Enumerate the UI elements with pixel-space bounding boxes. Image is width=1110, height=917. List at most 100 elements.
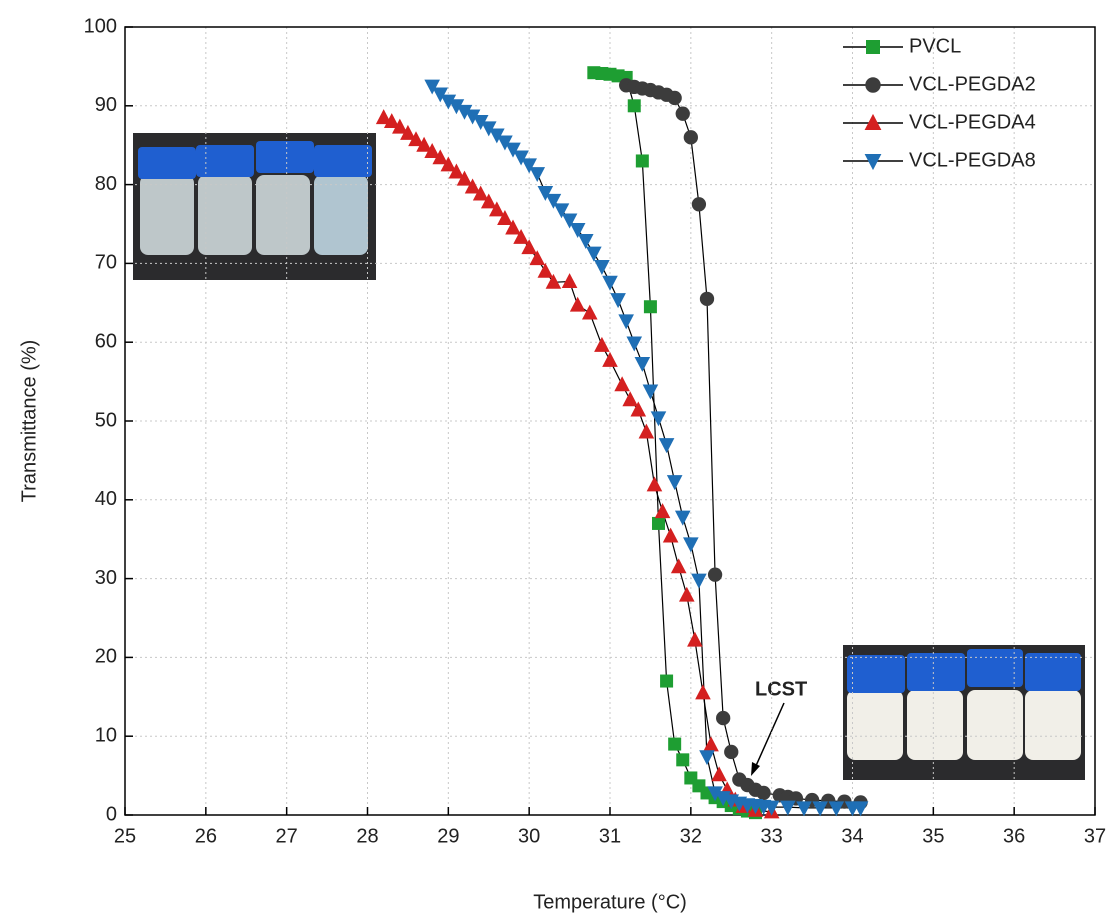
marker xyxy=(513,150,529,166)
marker xyxy=(864,113,882,130)
marker xyxy=(630,401,647,417)
marker xyxy=(602,275,618,291)
marker xyxy=(424,79,440,95)
marker xyxy=(650,411,667,427)
marker xyxy=(670,558,687,574)
marker xyxy=(383,113,400,129)
y-tick-label: 0 xyxy=(106,803,117,825)
annotation: LCST xyxy=(755,678,807,700)
marker xyxy=(561,213,578,229)
y-tick-label: 10 xyxy=(95,724,117,746)
marker xyxy=(638,423,655,439)
marker xyxy=(569,223,586,238)
marker xyxy=(464,178,481,194)
legend-label: VCL-PEGDA2 xyxy=(909,73,1036,95)
marker xyxy=(602,351,618,367)
marker xyxy=(581,304,598,320)
y-tick-label: 30 xyxy=(95,567,117,589)
marker xyxy=(586,246,602,262)
marker xyxy=(796,801,812,817)
marker xyxy=(408,131,424,147)
y-tick-label: 20 xyxy=(95,646,117,668)
marker xyxy=(440,94,457,110)
marker xyxy=(643,300,657,314)
marker xyxy=(505,142,521,158)
marker xyxy=(627,99,641,113)
marker xyxy=(812,801,828,817)
marker xyxy=(864,154,882,171)
marker xyxy=(675,106,690,121)
marker xyxy=(424,143,440,159)
marker xyxy=(537,262,554,278)
marker xyxy=(513,228,529,244)
photo-inset xyxy=(133,133,376,280)
marker xyxy=(400,124,416,140)
marker xyxy=(432,149,449,165)
marker xyxy=(553,203,570,219)
marker xyxy=(440,156,457,172)
marker xyxy=(614,376,630,392)
marker xyxy=(852,801,869,817)
x-tick-label: 29 xyxy=(437,825,459,847)
marker xyxy=(658,438,675,454)
marker xyxy=(691,573,707,589)
x-tick-label: 28 xyxy=(356,825,378,847)
y-tick-label: 100 xyxy=(84,15,117,37)
marker xyxy=(480,121,497,137)
marker xyxy=(375,109,392,125)
marker xyxy=(497,135,513,151)
marker xyxy=(707,567,723,582)
marker xyxy=(472,115,489,131)
marker xyxy=(489,128,505,144)
marker xyxy=(456,104,473,120)
marker xyxy=(489,201,505,217)
marker xyxy=(780,800,796,816)
marker xyxy=(707,786,723,802)
marker xyxy=(691,197,707,212)
marker xyxy=(865,77,881,93)
marker xyxy=(618,314,634,330)
marker xyxy=(529,167,546,183)
marker xyxy=(392,118,408,134)
marker xyxy=(866,40,880,54)
plot-frame xyxy=(124,26,1096,816)
marker xyxy=(676,753,690,767)
series-line xyxy=(626,84,861,803)
marker xyxy=(497,210,513,225)
marker xyxy=(711,766,727,782)
x-tick-label: 37 xyxy=(1084,825,1106,847)
marker xyxy=(626,336,643,352)
marker xyxy=(569,296,586,312)
x-tick-label: 25 xyxy=(114,825,136,847)
x-tick-label: 32 xyxy=(680,825,702,847)
marker xyxy=(674,510,691,526)
marker xyxy=(529,250,546,266)
marker xyxy=(521,158,537,174)
marker xyxy=(699,291,715,307)
marker xyxy=(634,356,651,372)
marker xyxy=(695,684,711,700)
marker xyxy=(610,293,626,309)
marker xyxy=(654,503,671,519)
series-line xyxy=(383,117,772,813)
marker xyxy=(480,193,497,209)
marker xyxy=(521,239,537,255)
marker xyxy=(646,476,663,492)
legend-label: VCL-PEGDA8 xyxy=(909,149,1036,171)
annotation-arrow xyxy=(751,702,785,776)
marker xyxy=(699,750,715,766)
marker xyxy=(667,90,682,106)
marker xyxy=(687,631,703,647)
marker xyxy=(505,219,521,235)
marker xyxy=(763,800,780,816)
marker xyxy=(666,475,683,491)
marker xyxy=(594,260,610,276)
marker xyxy=(448,99,465,115)
marker xyxy=(464,109,481,125)
marker xyxy=(683,537,699,553)
photo-inset xyxy=(843,645,1085,780)
marker xyxy=(828,801,845,817)
x-tick-label: 31 xyxy=(599,825,621,847)
marker xyxy=(756,785,771,801)
x-tick-label: 35 xyxy=(922,825,944,847)
